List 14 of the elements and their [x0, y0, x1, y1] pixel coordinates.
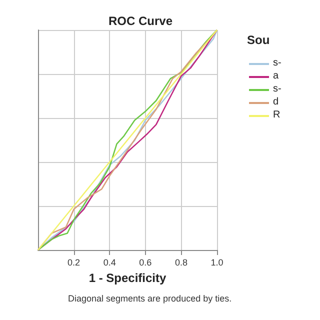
x-tick-label: 1.0 — [210, 258, 224, 268]
x-tick-label: 0.6 — [139, 258, 152, 268]
legend-label: s- — [273, 58, 282, 68]
x-tick-label: 0.4 — [103, 258, 116, 268]
legend-title: Sou — [247, 33, 270, 47]
legend-label: a — [273, 70, 279, 82]
legend-label: d — [273, 96, 279, 108]
x-axis-title: 1 - Specificity — [88, 271, 166, 285]
text: Diagonal segments are produced by ties. — [68, 294, 232, 304]
x-tick-label: 0.2 — [68, 258, 80, 268]
x-tick-label: 0.8 — [174, 258, 188, 268]
chart-title: ROC Curve — [108, 14, 173, 28]
legend-label: s- — [273, 84, 282, 94]
legend-label: R — [273, 110, 280, 120]
